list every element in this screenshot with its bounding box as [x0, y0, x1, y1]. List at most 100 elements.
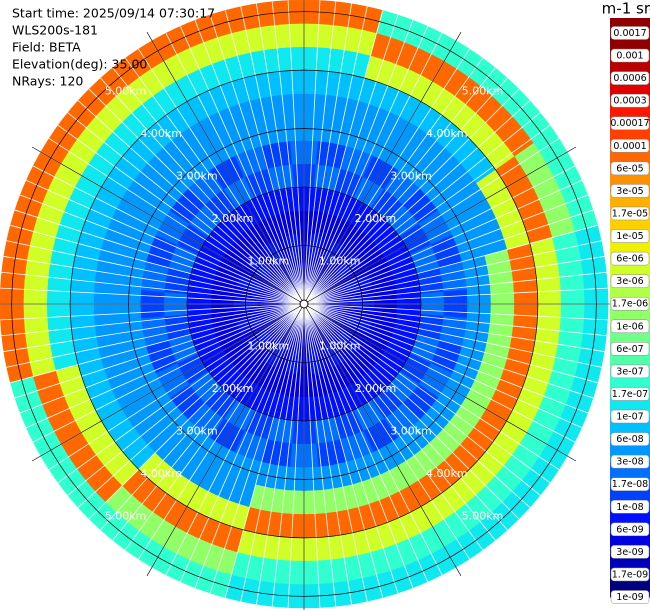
info-block: Start time: 2025/09/14 07:30:17 WLS200s-1… [12, 6, 215, 89]
ray-separator [303, 256, 605, 305]
colorbar-tick-label: 1e-07 [616, 412, 643, 423]
ray-separator [303, 303, 337, 607]
ray-separator [10, 224, 305, 305]
ray-separator [48, 303, 305, 470]
ray-separator [303, 6, 368, 305]
colorbar-tick-label: 0.0001 [613, 141, 646, 152]
colorbar-label-box [610, 48, 650, 63]
colorbar-tick-label: 1.7e-05 [612, 208, 648, 219]
ray-separator [303, 10, 384, 305]
info-line: Elevation(deg): 35.00 [12, 57, 147, 72]
ray-separator [26, 179, 305, 305]
colorbar-label-box [610, 139, 650, 153]
ray-separator [303, 0, 321, 305]
ray-separator [112, 67, 305, 305]
colorbar-label-box [610, 432, 650, 446]
ray-separator [77, 303, 305, 508]
colorbar-tick-label: 1.7e-07 [612, 389, 648, 400]
ray-separator [303, 303, 582, 429]
colorbar-tick-label: 1.7e-09 [612, 569, 648, 580]
ray-separator [271, 303, 305, 607]
ray-separator [303, 303, 321, 608]
ray-separator [6, 240, 305, 305]
ray-separator [124, 303, 305, 551]
colorbar-label-box [610, 251, 650, 266]
ray-separator [303, 240, 602, 305]
colorbar-tick-label: 6e-08 [616, 434, 643, 445]
ray-separator [26, 303, 305, 429]
colorbar-tick-label: 3e-07 [616, 366, 643, 377]
spoke [146, 303, 305, 577]
range-ring [69, 69, 539, 539]
colorbar-tick-label: 0.00017 [610, 118, 649, 129]
ray-separator [179, 26, 305, 305]
ray-separator [303, 3, 352, 305]
ray-separator [303, 303, 484, 551]
ray-separator [303, 271, 607, 305]
ray-separator [303, 224, 598, 305]
colorbar-label-box [610, 184, 650, 198]
ray-separator [303, 138, 560, 305]
range-label: 5.00km [105, 84, 147, 97]
ray-separator [209, 303, 305, 594]
spoke [303, 31, 462, 305]
ray-separator [194, 20, 305, 305]
range-label: 3.00km [176, 169, 218, 182]
range-label: 3.00km [176, 425, 218, 438]
colorbar-tick-label: 1e-08 [616, 502, 643, 513]
info-line: WLS200s-181 [12, 23, 98, 38]
ray-separator [303, 303, 588, 414]
ray-separator [303, 303, 602, 368]
ray-separator [1, 303, 305, 337]
range-label: 4.00km [426, 127, 468, 140]
ray-separator [303, 303, 531, 508]
ray-separator [303, 26, 429, 305]
ray-separator [14, 209, 305, 305]
colorbar-label-box [610, 522, 650, 537]
colorbar-label-box [610, 229, 650, 243]
colorbar-tick-label: 6e-06 [616, 254, 643, 265]
ray-separator [303, 303, 608, 321]
colorbar-label-box [610, 342, 650, 356]
colorbar-tick-label: 0.0003 [613, 96, 646, 107]
plot-area: 1.00km 1.00km 1.00km 1.00km 2.00km 2.00km 2.00… [0, 0, 610, 610]
ray-separator [88, 88, 305, 305]
colorbar-label-box [610, 26, 650, 40]
info-line: Field: BETA [12, 40, 81, 55]
ray-separator [303, 112, 541, 305]
ray-separator [303, 303, 508, 531]
spoke [303, 146, 577, 305]
ray-separator [303, 100, 531, 305]
ray-separator [14, 303, 305, 399]
colorbar-label-box [610, 477, 650, 491]
ray-separator [32, 303, 305, 443]
ray-separator [303, 32, 443, 305]
ray-separator [10, 303, 305, 384]
ray-separator [88, 303, 305, 520]
colorbar-label-box [610, 409, 650, 424]
ray-separator [224, 10, 305, 305]
range-ring [128, 128, 480, 480]
range-label: 1.00km [248, 254, 290, 267]
colorbar-tick-label: 0.0017 [613, 28, 646, 39]
ray-separator [303, 1, 337, 305]
ray-separator [224, 303, 305, 598]
colorbar-tick-label: 1e-09 [616, 592, 643, 603]
colorbar-label-box [610, 296, 650, 311]
colorbar-label-box [610, 161, 650, 176]
colorbar-label-box [610, 567, 650, 582]
colorbar-label-box [610, 319, 650, 334]
info-line: Start time: 2025/09/14 07:30:17 [12, 6, 215, 21]
ray-separator [100, 303, 305, 531]
ray-separator [303, 303, 384, 598]
colorbar-tick-label: 3e-06 [616, 276, 643, 287]
info-line: NRays: 120 [12, 74, 83, 89]
ray-separator [303, 303, 414, 588]
spoke [146, 31, 305, 305]
ray-separator [240, 6, 305, 305]
range-label: 3.00km [390, 425, 432, 438]
ray-separator [303, 303, 399, 594]
colorbar-tick-label: 1e-06 [616, 321, 643, 332]
range-label: 2.00km [212, 382, 254, 395]
range-label: 1.00km [319, 340, 361, 353]
